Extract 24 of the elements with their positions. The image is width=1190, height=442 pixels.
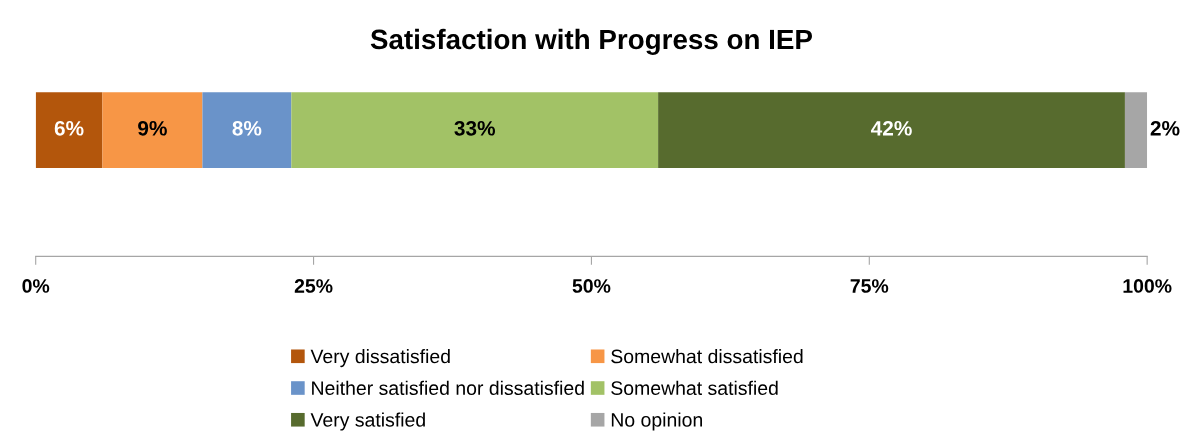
bar: [1124, 92, 1148, 168]
data-label: 42%: [870, 120, 912, 136]
legend-label: Somewhat satisfied: [611, 380, 778, 396]
chart-title: Satisfaction with Progress on IEP: [370, 28, 812, 55]
bar: [102, 92, 203, 168]
bar: [658, 92, 1125, 168]
x-tick-label: 0%: [22, 279, 50, 293]
legend-label: Somewhat dissatisfied: [611, 349, 803, 364]
x-tick-label: 25%: [294, 279, 333, 293]
legend-label: Very satisfied: [310, 412, 425, 431]
legend-label: No opinion: [611, 412, 702, 431]
bar: [202, 92, 292, 168]
legend-label: Very dissatisfied: [310, 349, 450, 368]
x-tick-label: 75%: [850, 279, 889, 293]
legend-label: Neither satisfied nor dissatisfied: [312, 380, 584, 396]
bar: [291, 92, 659, 168]
data-label: 33%: [454, 120, 496, 136]
data-label: 8%: [232, 120, 262, 136]
x-tick-label: 50%: [572, 279, 611, 293]
data-label: 2%: [1150, 120, 1180, 136]
bar: [35, 92, 103, 168]
x-tick-label: 100%: [1123, 279, 1172, 293]
data-label: 9%: [138, 120, 167, 136]
data-label: 6%: [54, 120, 84, 136]
